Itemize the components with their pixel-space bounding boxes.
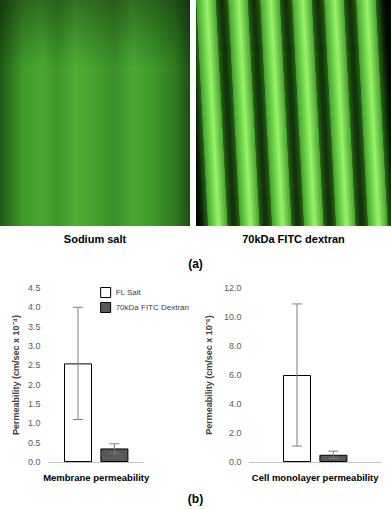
- html-text:Sodium salt: Sodium salt: [63, 233, 127, 245]
- svg-text:0.0: 0.0: [229, 457, 242, 467]
- svg-text:0.0: 0.0: [28, 457, 41, 467]
- svg-text:3.5: 3.5: [28, 322, 41, 332]
- svg-text:1.0: 1.0: [28, 418, 41, 428]
- svg-text:2.5: 2.5: [28, 360, 41, 370]
- svg-text:4.0: 4.0: [229, 399, 242, 409]
- html-text:70kDa FITC dextran: 70kDa FITC dextran: [242, 233, 345, 245]
- svg-text:2.0: 2.0: [28, 380, 41, 390]
- svg-text:8.0: 8.0: [229, 341, 242, 351]
- svg-text:1.5: 1.5: [28, 399, 41, 409]
- svg-text:10.0: 10.0: [224, 312, 242, 322]
- svg-text:0.5: 0.5: [28, 438, 41, 448]
- svg-text:4.5: 4.5: [28, 283, 41, 293]
- html-text:(a): (a): [188, 257, 203, 271]
- svg-text:6.0: 6.0: [229, 370, 242, 380]
- svg-text:Permeability (cm/sec x 10⁻⁶): Permeability (cm/sec x 10⁻⁶): [204, 315, 214, 435]
- svg-text:70kDa FITC Dextran: 70kDa FITC Dextran: [116, 303, 189, 312]
- svg-text:12.0: 12.0: [224, 283, 242, 293]
- svg-text:2.0: 2.0: [229, 428, 242, 438]
- svg-text:FL Salt: FL Salt: [116, 288, 142, 297]
- svg-text:Membrane permeability: Membrane permeability: [43, 472, 150, 483]
- svg-text:Cell monolayer permeability: Cell monolayer permeability: [252, 472, 379, 483]
- html-text:(b): (b): [187, 492, 204, 506]
- svg-text:4.0: 4.0: [28, 302, 41, 312]
- svg-text:Permeability (cm/sec x 10⁻⁴): Permeability (cm/sec x 10⁻⁴): [11, 315, 21, 435]
- svg-text:3.0: 3.0: [28, 341, 41, 351]
